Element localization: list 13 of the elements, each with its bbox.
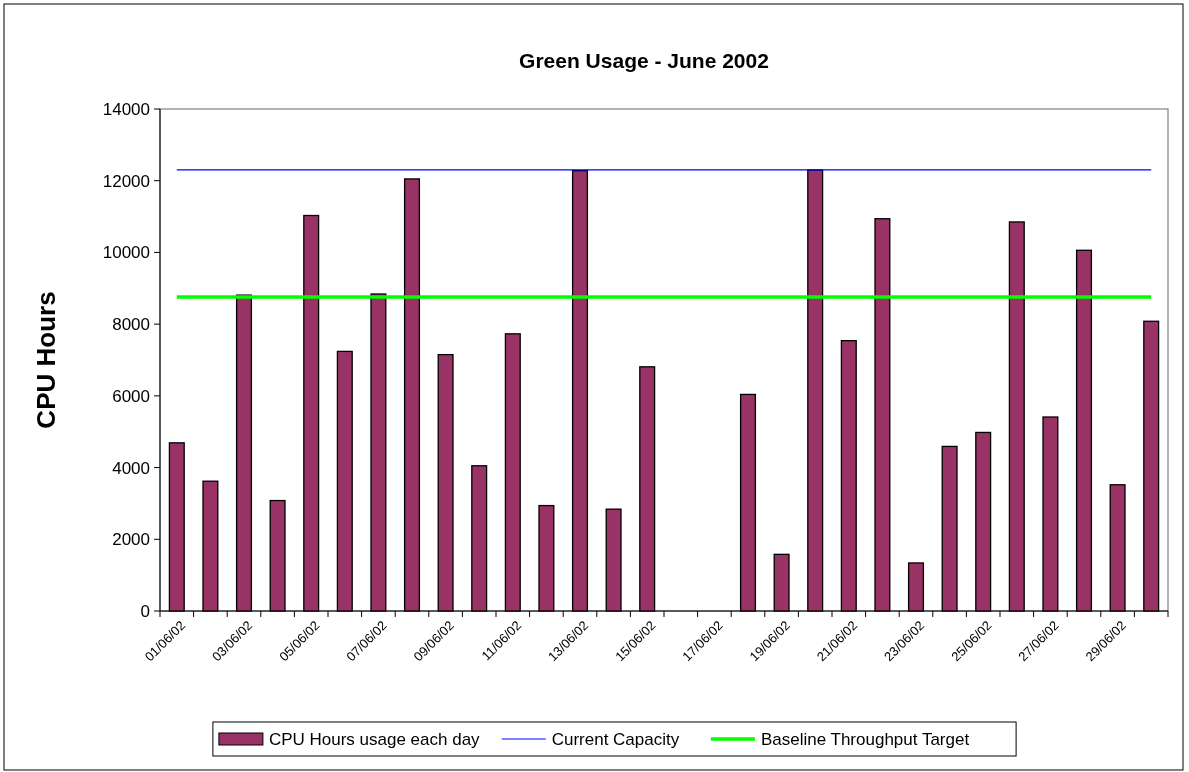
y-tick-label: 12000 (102, 171, 150, 191)
y-tick-label: 8000 (112, 315, 150, 335)
legend-label: Current Capacity (551, 729, 680, 749)
y-tick-label: 6000 (112, 386, 150, 406)
chart-title: Green Usage - June 2002 (519, 49, 769, 72)
y-tick-label: 4000 (112, 458, 150, 478)
y-tick-label: 14000 (102, 99, 150, 119)
legend-label: CPU Hours usage each day (268, 729, 481, 749)
y-tick-label: 2000 (112, 530, 150, 550)
y-axis-title: CPU Hours (31, 291, 61, 429)
legend-label: Baseline Throughput Target (760, 729, 970, 749)
y-tick-label: 0 (140, 601, 150, 621)
y-tick-label: 10000 (102, 243, 150, 263)
